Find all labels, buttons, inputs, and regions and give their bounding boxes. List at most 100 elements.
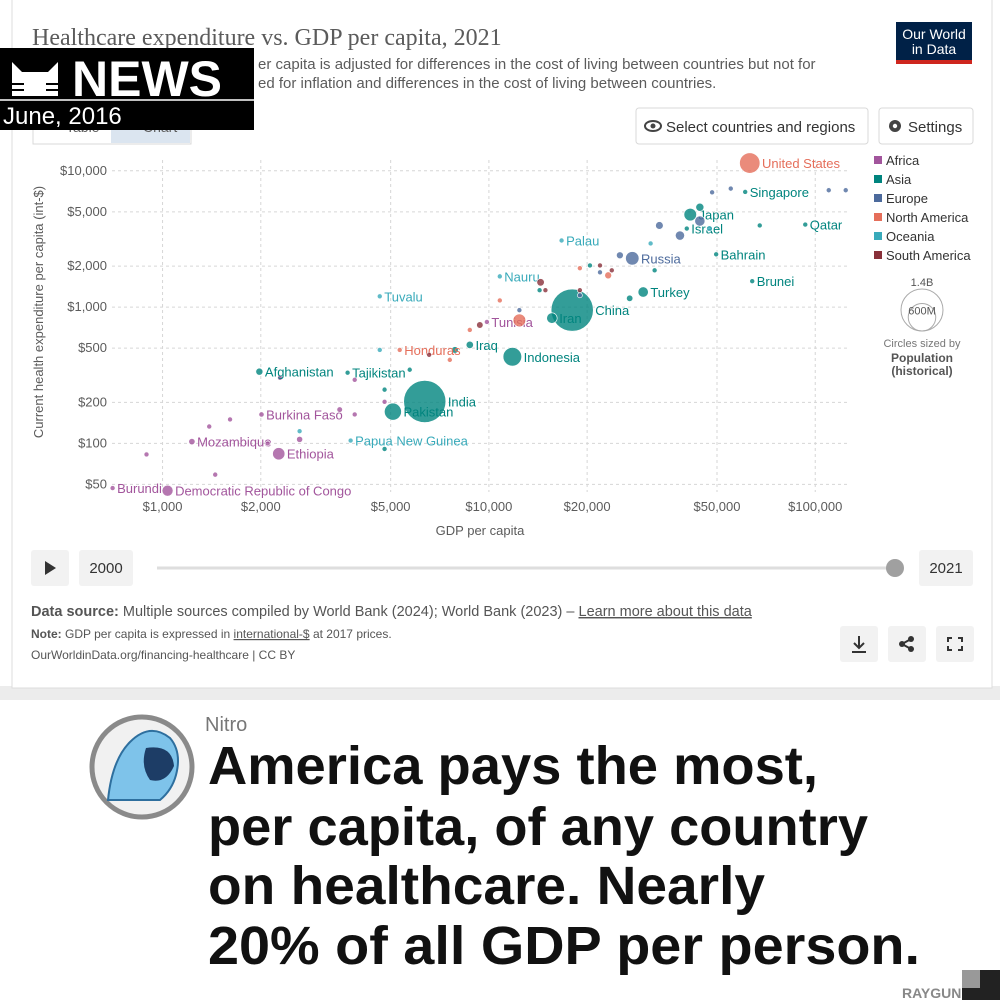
legend-swatch (874, 194, 882, 202)
point-label: Russia (641, 251, 682, 266)
bubble (406, 366, 413, 373)
year-box[interactable] (79, 550, 133, 586)
button-box (878, 107, 974, 145)
bubble (637, 286, 649, 298)
bubble (597, 262, 603, 269)
card-shadow (0, 686, 1000, 700)
point-label: Turkey (650, 285, 690, 300)
legend-label: Africa (886, 153, 920, 168)
data-source: Data source: Multiple sources compiled b… (31, 604, 753, 620)
point-label: Ethiopia (287, 447, 335, 462)
point-label: Tunisia (491, 315, 533, 330)
avatar[interactable] (89, 714, 195, 820)
bubble (336, 406, 343, 413)
point-label: Burkina Faso (266, 407, 343, 422)
share-icon (908, 636, 914, 642)
point-label: United States (762, 156, 841, 171)
note-link[interactable]: international-$ (234, 627, 310, 641)
note-label: Note: (31, 627, 62, 641)
bubble (825, 187, 832, 194)
logo-text: Our World (902, 26, 966, 42)
bubble (608, 267, 615, 274)
bubble (497, 273, 503, 280)
point-label: Qatar (810, 218, 843, 233)
series: Palau Nauru Tuvalu Papua New Guinea (296, 225, 713, 449)
y-tick-label: $5,000 (67, 204, 107, 219)
button-box (635, 107, 869, 145)
post-headline: per capita, of any country (208, 797, 868, 857)
legend-label: Europe (886, 191, 928, 206)
bubble (694, 215, 706, 227)
action-buttons (840, 626, 974, 662)
point-label: Afghanistan (265, 365, 334, 380)
bubble (683, 225, 690, 232)
bubble (558, 237, 565, 244)
point-label: Brunei (757, 274, 795, 289)
bubble (550, 288, 594, 332)
legend-label: Oceania (886, 229, 935, 244)
bubble (655, 221, 664, 230)
year-box[interactable] (919, 550, 973, 586)
bubble (258, 411, 265, 418)
source-link[interactable]: Learn more about this data (579, 604, 753, 620)
size-legend: Circles sized by Population (historical)… (883, 277, 961, 378)
note: Note: GDP per capita is expressed in int… (31, 627, 392, 641)
news-overlay: NEWS June, 2016 (0, 48, 254, 130)
bubble (651, 267, 658, 274)
download-icon (852, 636, 866, 653)
x-axis-label: GDP per capita (436, 523, 525, 538)
bubble (536, 287, 543, 294)
bubble (675, 230, 685, 241)
fullscreen-button[interactable] (936, 626, 974, 662)
x-tick-label: $100,000 (788, 499, 842, 514)
x-tick-label: $50,000 (694, 499, 741, 514)
point-label: Palau (566, 234, 599, 249)
bubble (109, 485, 116, 491)
series: United States Honduras (396, 152, 841, 363)
bubble (512, 313, 527, 327)
bubble (695, 202, 705, 212)
end-year: 2021 (929, 560, 962, 577)
point-label: Japan (699, 208, 734, 223)
bubble (739, 152, 761, 174)
logo-text: in Data (912, 41, 957, 57)
timeline-handle[interactable] (886, 559, 904, 577)
bubble (683, 208, 697, 222)
point-label: Nauru (504, 269, 539, 284)
legend-swatch (874, 232, 882, 240)
settings-button[interactable]: Settings (878, 107, 974, 145)
point-label: Democratic Republic of Congo (175, 484, 351, 499)
y-tick-label: $1,000 (67, 299, 107, 314)
bubble (465, 340, 474, 349)
legend-swatch (874, 251, 882, 259)
legend-label: South America (886, 248, 971, 263)
bubble (536, 278, 545, 287)
series (426, 262, 615, 358)
bubble (384, 402, 402, 421)
bubble (516, 307, 523, 313)
bubble (161, 484, 174, 497)
chart-subtitle: er capita is adjusted for differences in… (258, 56, 816, 73)
source-label: Data source: (31, 604, 119, 620)
select-button[interactable]: Select countries and regions (635, 107, 869, 145)
bubble (626, 294, 634, 302)
logo[interactable]: Our World in Data (896, 22, 972, 64)
series: Tunisia Burkina Faso Mozambique Ethiopia Bur… (109, 315, 534, 499)
x-tick-label: $10,000 (465, 499, 512, 514)
legend-label: North America (886, 210, 969, 225)
share-button[interactable] (888, 626, 926, 662)
bubble (376, 347, 383, 353)
bubble (542, 287, 549, 294)
timeline: 2000 2021 (31, 550, 973, 586)
plot: $50 $100 $200 $500 $1,000 $2,000 $5,000 $10,000… (60, 152, 971, 514)
bubble (426, 351, 432, 358)
bubble (709, 189, 715, 196)
brand-mark (962, 970, 980, 988)
bubble (188, 438, 196, 446)
button-label: Select countries and regions (666, 119, 855, 136)
bubble (467, 327, 473, 333)
size-legend-name: Population (891, 351, 953, 365)
size-legend-name: (historical) (891, 364, 952, 378)
x-tick-label: $2,000 (241, 499, 281, 514)
